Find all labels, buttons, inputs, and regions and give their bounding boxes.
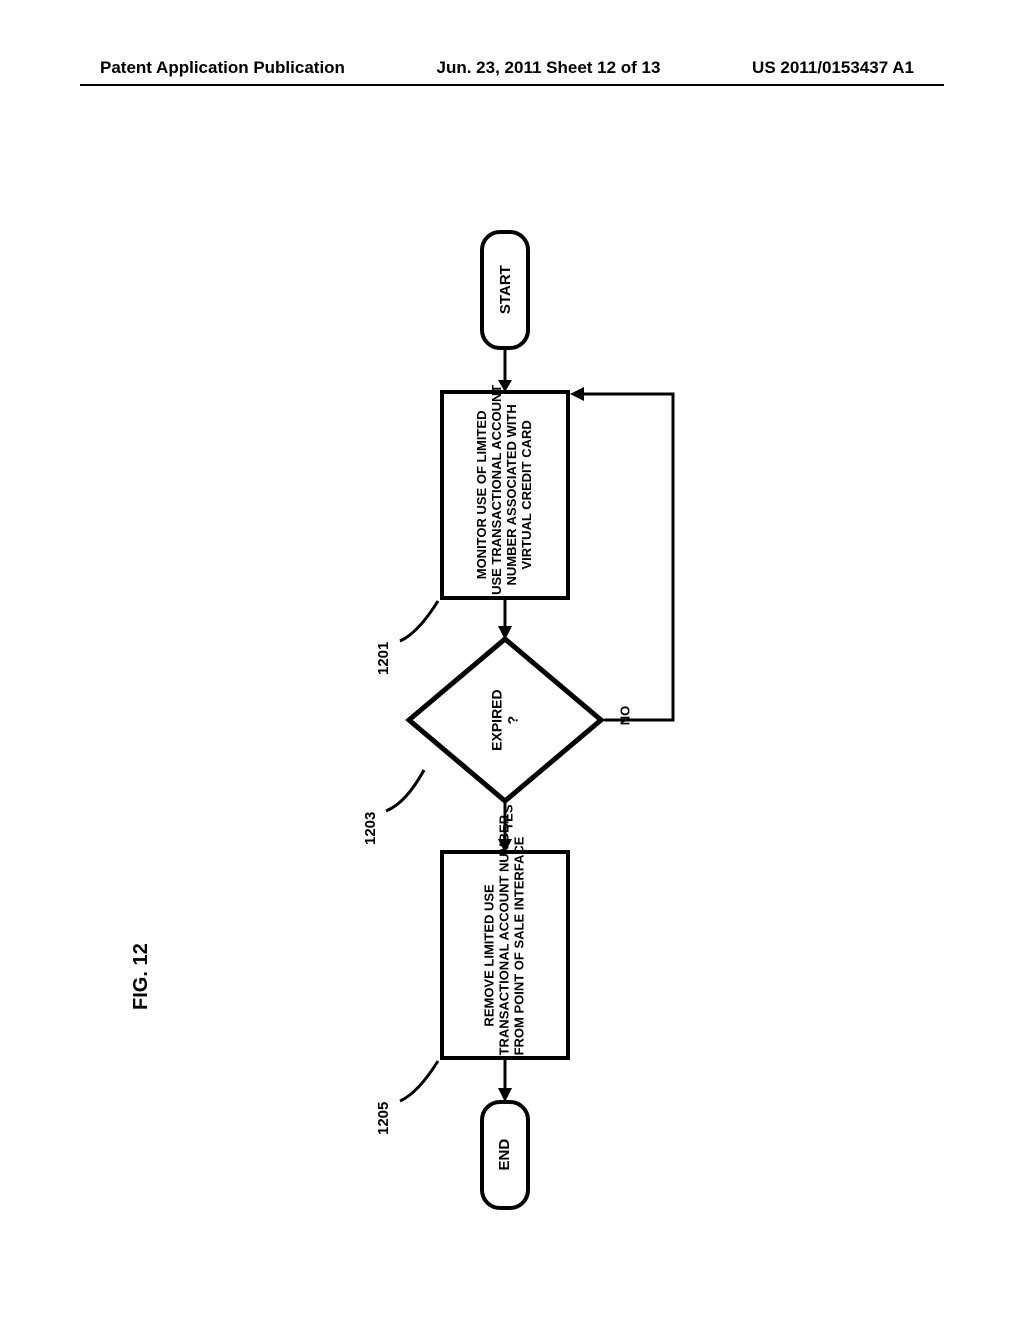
node-p1: MONITOR USE OF LIMITED USE TRANSACTIONAL… [440, 390, 570, 600]
node-end-label: END [496, 1139, 513, 1171]
ref-1203: 1203 [362, 812, 379, 845]
callout-1203-line [384, 768, 426, 813]
node-end: END [480, 1100, 530, 1210]
node-start: START [480, 230, 530, 350]
header-right: US 2011/0153437 A1 [752, 58, 914, 78]
node-p1-label: MONITOR USE OF LIMITED USE TRANSACTIONAL… [475, 395, 535, 595]
node-start-label: START [496, 266, 513, 315]
node-p2: REMOVE LIMITED USE TRANSACTIONAL ACCOUNT… [440, 850, 570, 1060]
edge-p1-d [502, 600, 508, 640]
header-rule [80, 84, 944, 86]
page-header: Patent Application Publication Jun. 23, … [0, 58, 1024, 78]
ref-1201: 1201 [375, 642, 392, 675]
header-left: Patent Application Publication [100, 58, 345, 78]
ref-1205: 1205 [375, 1102, 392, 1135]
edge-d-p1-no [570, 390, 680, 724]
header-center: Jun. 23, 2011 Sheet 12 of 13 [437, 58, 661, 78]
figure-label: FIG. 12 [130, 943, 153, 1010]
callout-1205-line [398, 1058, 442, 1103]
node-d-label: EXPIRED ? [489, 689, 521, 750]
edge-p2-end [502, 1060, 508, 1102]
node-p2-label: REMOVE LIMITED USE TRANSACTIONAL ACCOUNT… [483, 855, 528, 1055]
flowchart: START MONITOR USE OF LIMITED USE TRANSAC… [420, 230, 740, 950]
edge-no-label: NO [617, 706, 632, 726]
